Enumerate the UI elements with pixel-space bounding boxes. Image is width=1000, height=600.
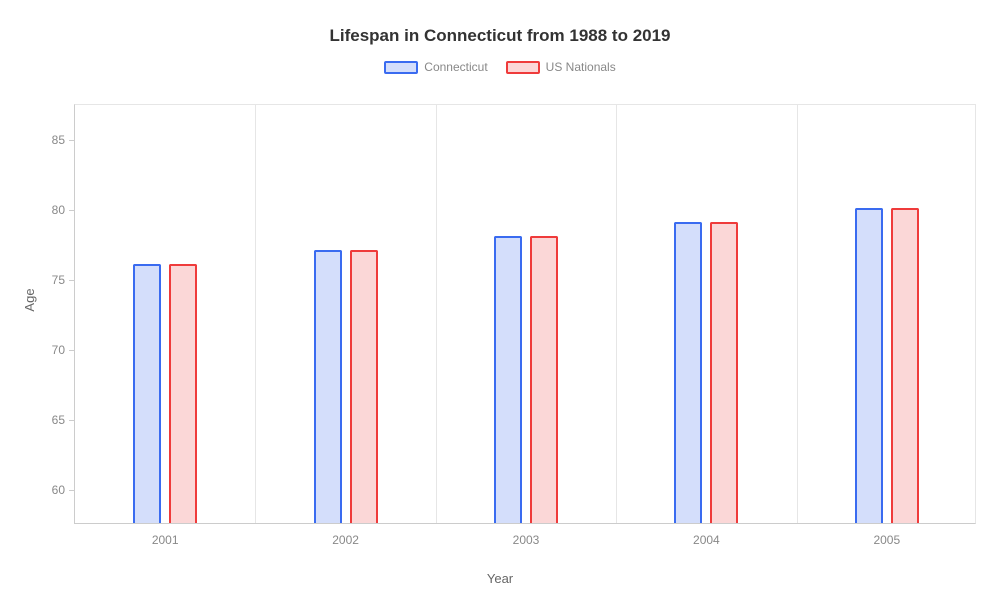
- bar: [855, 208, 883, 523]
- y-axis-title: Age: [22, 288, 37, 311]
- bar: [314, 250, 342, 523]
- x-axis-title: Year: [0, 571, 1000, 586]
- legend: Connecticut US Nationals: [0, 60, 1000, 74]
- legend-item: US Nationals: [506, 60, 616, 74]
- y-tick-label: 75: [52, 273, 75, 287]
- bar: [350, 250, 378, 523]
- y-tick-label: 65: [52, 413, 75, 427]
- legend-item: Connecticut: [384, 60, 487, 74]
- legend-label: US Nationals: [546, 60, 616, 74]
- y-tick-label: 60: [52, 483, 75, 497]
- chart-title: Lifespan in Connecticut from 1988 to 201…: [0, 0, 1000, 46]
- bar: [710, 222, 738, 523]
- legend-label: Connecticut: [424, 60, 487, 74]
- grid-vline: [797, 105, 798, 523]
- x-tick-label: 2002: [332, 523, 359, 547]
- grid-vline: [255, 105, 256, 523]
- bar: [891, 208, 919, 523]
- bar: [169, 264, 197, 523]
- x-tick-label: 2004: [693, 523, 720, 547]
- bar: [133, 264, 161, 523]
- x-tick-label: 2003: [513, 523, 540, 547]
- bar: [674, 222, 702, 523]
- y-tick-label: 70: [52, 343, 75, 357]
- bar: [494, 236, 522, 523]
- legend-swatch: [384, 61, 418, 74]
- legend-swatch: [506, 61, 540, 74]
- grid-vline: [436, 105, 437, 523]
- x-tick-label: 2005: [873, 523, 900, 547]
- plot-area: 60657075808520012002200320042005: [74, 104, 976, 524]
- plot-area-container: 60657075808520012002200320042005: [74, 104, 976, 524]
- bar: [530, 236, 558, 523]
- x-tick-label: 2001: [152, 523, 179, 547]
- y-tick-label: 85: [52, 133, 75, 147]
- y-tick-label: 80: [52, 203, 75, 217]
- grid-vline: [616, 105, 617, 523]
